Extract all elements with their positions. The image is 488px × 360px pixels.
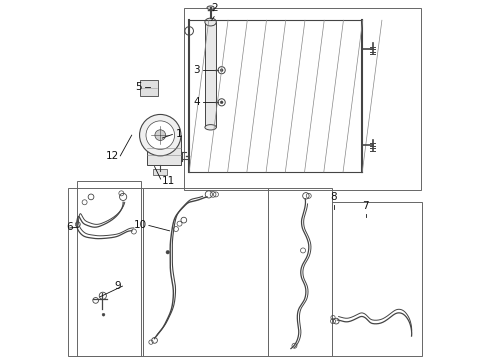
Text: 5: 5 — [135, 82, 142, 92]
Bar — [331, 202, 421, 356]
Ellipse shape — [204, 125, 216, 130]
Text: 4: 4 — [193, 97, 200, 107]
Bar — [183, 8, 420, 190]
Circle shape — [220, 101, 223, 104]
Text: 7: 7 — [362, 201, 368, 211]
Circle shape — [220, 69, 223, 72]
Ellipse shape — [206, 6, 214, 9]
Text: 9: 9 — [115, 281, 121, 291]
Bar — [77, 181, 141, 356]
Text: 11: 11 — [162, 176, 175, 186]
Text: 10: 10 — [134, 220, 147, 230]
Circle shape — [146, 121, 174, 149]
Text: 6: 6 — [66, 222, 73, 232]
Bar — [267, 188, 331, 356]
FancyBboxPatch shape — [153, 169, 167, 175]
Circle shape — [102, 313, 105, 316]
Text: 8: 8 — [330, 192, 336, 202]
Circle shape — [155, 130, 165, 140]
Circle shape — [139, 114, 181, 156]
Bar — [204, 22, 216, 127]
Bar — [68, 188, 142, 356]
FancyBboxPatch shape — [139, 80, 158, 96]
Text: 3: 3 — [193, 65, 200, 75]
Bar — [142, 188, 267, 356]
Ellipse shape — [204, 18, 216, 26]
Text: 12: 12 — [105, 151, 119, 161]
Text: 1: 1 — [176, 129, 182, 139]
Bar — [147, 135, 181, 166]
Circle shape — [165, 251, 169, 254]
Text: 2: 2 — [210, 3, 217, 13]
